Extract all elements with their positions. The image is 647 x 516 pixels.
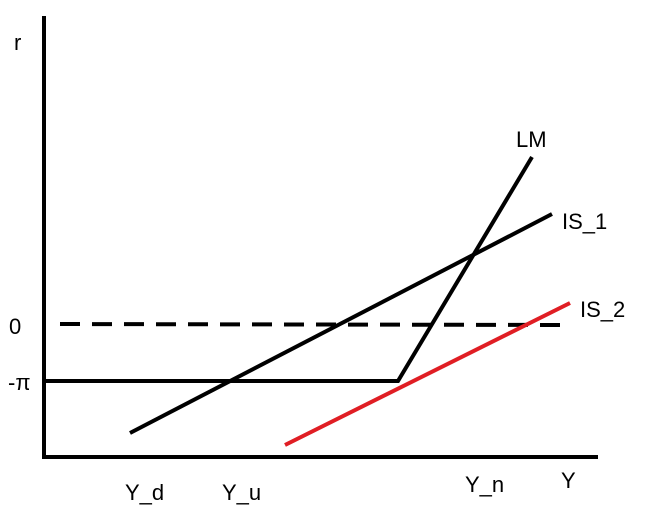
lm-label: LM xyxy=(516,127,547,152)
x-tick-y-d: Y_d xyxy=(125,480,164,505)
y-tick-zero: 0 xyxy=(9,314,21,339)
is1-curve xyxy=(129,212,553,435)
lm-curve xyxy=(44,155,534,383)
x-axis-label: Y xyxy=(561,468,576,493)
x-tick-y-n: Y_n xyxy=(465,472,504,497)
is2-label: IS_2 xyxy=(580,297,625,322)
x-tick-y-u: Y_u xyxy=(222,480,261,505)
y-axis-label: r xyxy=(14,30,21,55)
is2-curve xyxy=(284,301,571,447)
y-tick-neg-pi: -π xyxy=(8,370,31,395)
is1-label: IS_1 xyxy=(562,209,607,234)
zero-rate-dashed-line xyxy=(59,322,571,327)
